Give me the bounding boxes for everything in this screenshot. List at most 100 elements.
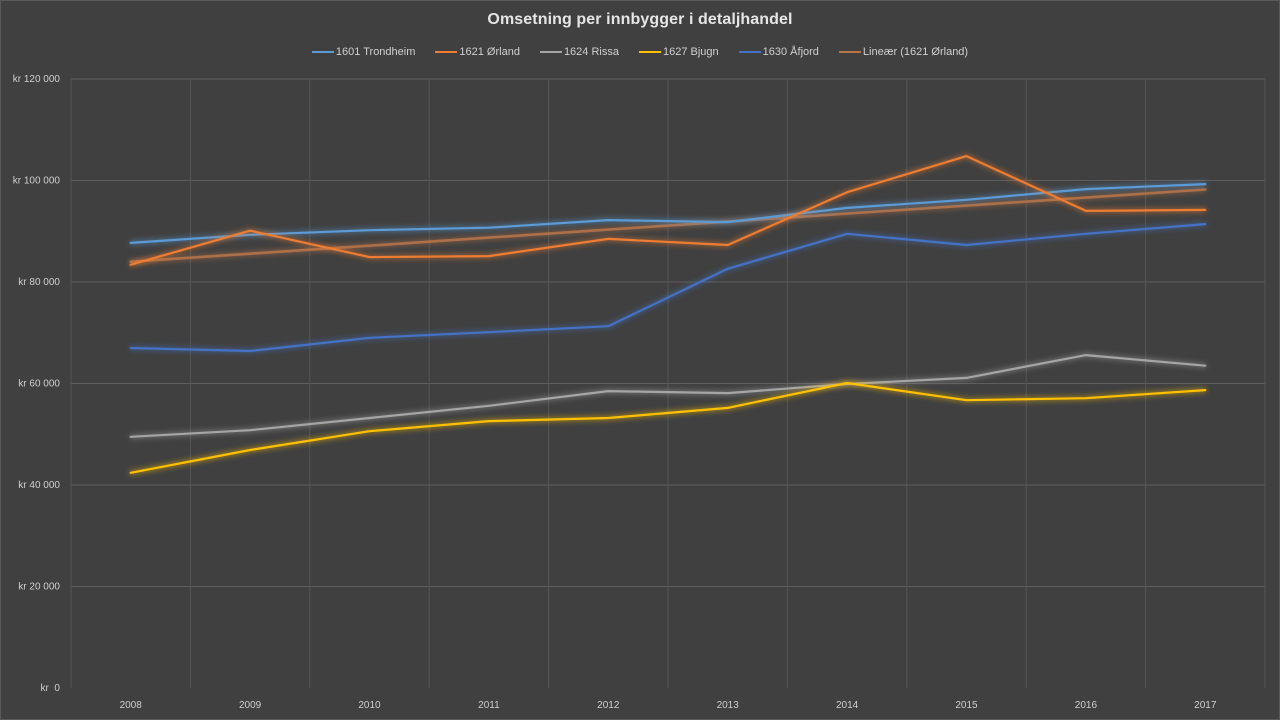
- series-line-1627-bjugn[interactable]: [129, 381, 1207, 474]
- data-point-line-r-1621-rland[interactable]: [844, 211, 850, 217]
- legend-item-rissa[interactable]: 1624 Rissa: [539, 46, 619, 58]
- y-tick-label: kr 120 000: [13, 74, 61, 85]
- series-line-1630-fjord[interactable]: [129, 223, 1207, 353]
- legend-item-bjugn[interactable]: 1627 Bjugn: [638, 46, 719, 58]
- data-point-1627-bjugn[interactable]: [486, 418, 492, 424]
- legend-item-orland[interactable]: 1621 Ørland: [435, 46, 520, 58]
- data-point-line-r-1621-rland[interactable]: [247, 251, 253, 257]
- y-tick-label: kr 20 000: [18, 582, 60, 593]
- legend-label-orland: 1621 Ørland: [459, 46, 520, 58]
- data-point-line-r-1621-rland[interactable]: [1083, 195, 1089, 201]
- data-point-1627-bjugn[interactable]: [1083, 395, 1089, 401]
- data-point-1624-rissa[interactable]: [605, 388, 611, 394]
- x-tick-label: 2008: [120, 700, 143, 711]
- data-point-1627-bjugn[interactable]: [367, 428, 373, 434]
- legend-swatch-bjugn: [638, 51, 661, 53]
- data-point-1601-trondheim[interactable]: [1202, 181, 1208, 187]
- data-point-1621-rland[interactable]: [844, 189, 850, 195]
- data-point-1624-rissa[interactable]: [486, 403, 492, 409]
- series-line-1601-trondheim[interactable]: [129, 183, 1207, 244]
- legend-item-afjord[interactable]: 1630 Åfjord: [738, 46, 819, 58]
- data-point-1601-trondheim[interactable]: [128, 240, 134, 246]
- data-point-1601-trondheim[interactable]: [486, 225, 492, 231]
- x-tick-label: 2012: [597, 700, 620, 711]
- data-point-1624-rissa[interactable]: [247, 427, 253, 433]
- data-point-1624-rissa[interactable]: [367, 415, 373, 421]
- legend-item-linear-orland[interactable]: Lineær (1621 Ørland): [838, 46, 969, 58]
- legend-swatch-rissa: [539, 51, 562, 53]
- data-point-line-r-1621-rland[interactable]: [367, 243, 373, 249]
- x-tick-label: 2011: [478, 700, 500, 711]
- data-point-1627-bjugn[interactable]: [725, 405, 731, 411]
- chart-title: Omsetning per innbygger i detaljhandel: [487, 11, 793, 28]
- data-point-1630-fjord[interactable]: [128, 345, 134, 351]
- y-tick-label: kr 40 000: [18, 480, 60, 491]
- series-line-line-r-1621-rland[interactable]: [129, 188, 1207, 264]
- x-tick-label: 2013: [717, 700, 740, 711]
- data-point-1621-rland[interactable]: [247, 228, 253, 234]
- series-lines: [128, 153, 1208, 476]
- x-tick-label: 2014: [836, 700, 859, 711]
- data-point-1627-bjugn[interactable]: [1202, 387, 1208, 393]
- series-line-1621-rland[interactable]: [129, 155, 1207, 266]
- data-point-line-r-1621-rland[interactable]: [964, 203, 970, 209]
- data-point-1601-trondheim[interactable]: [964, 197, 970, 203]
- data-point-1601-trondheim[interactable]: [605, 217, 611, 223]
- gridlines: [70, 78, 1266, 688]
- data-point-1621-rland[interactable]: [1083, 208, 1089, 214]
- legend-swatch-orland: [435, 51, 458, 53]
- data-point-1601-trondheim[interactable]: [725, 219, 731, 225]
- y-tick-label: kr 80 000: [18, 277, 60, 288]
- x-tick-label: 2010: [358, 700, 381, 711]
- data-point-1621-rland[interactable]: [367, 254, 373, 260]
- data-point-1630-fjord[interactable]: [1202, 221, 1208, 227]
- legend: 1601 Trondheim 1621 Ørland 1624 Rissa 16…: [0, 46, 1280, 58]
- data-point-1621-rland[interactable]: [1202, 207, 1208, 213]
- data-point-1621-rland[interactable]: [486, 253, 492, 259]
- data-point-1621-rland[interactable]: [128, 262, 134, 268]
- series-line-1624-rissa[interactable]: [129, 354, 1207, 438]
- data-point-1630-fjord[interactable]: [844, 231, 850, 237]
- legend-label-bjugn: 1627 Bjugn: [662, 46, 719, 58]
- y-tick-label: kr 0: [41, 683, 61, 694]
- data-point-1627-bjugn[interactable]: [844, 380, 850, 386]
- data-point-1627-bjugn[interactable]: [605, 415, 611, 421]
- y-tick-label: kr 100 000: [13, 176, 61, 187]
- x-tick-label: 2009: [239, 700, 262, 711]
- legend-swatch-linear-orland: [838, 51, 861, 53]
- data-point-1621-rland[interactable]: [725, 242, 731, 248]
- data-point-1630-fjord[interactable]: [486, 329, 492, 335]
- data-point-1624-rissa[interactable]: [725, 390, 731, 396]
- y-tick-label: kr 60 000: [18, 379, 60, 390]
- legend-label-linear-orland: Lineær (1621 Ørland): [862, 46, 969, 58]
- data-point-line-r-1621-rland[interactable]: [486, 235, 492, 241]
- legend-label-afjord: 1630 Åfjord: [762, 46, 819, 58]
- data-point-1624-rissa[interactable]: [1083, 352, 1089, 358]
- data-point-line-r-1621-rland[interactable]: [1202, 187, 1208, 193]
- data-point-1621-rland[interactable]: [964, 153, 970, 159]
- data-point-1621-rland[interactable]: [605, 236, 611, 242]
- x-axis: 2008 2009 2010 2011 2012 2013 2014 2015 2016 2017: [120, 700, 1217, 711]
- data-point-1630-fjord[interactable]: [605, 323, 611, 329]
- data-point-1601-trondheim[interactable]: [1083, 186, 1089, 192]
- data-point-1624-rissa[interactable]: [128, 434, 134, 440]
- data-point-1630-fjord[interactable]: [725, 266, 731, 272]
- data-point-1627-bjugn[interactable]: [247, 447, 253, 453]
- y-axis: kr 0 kr 20 000 kr 40 000 kr 60 000 kr 80 000…: [13, 74, 61, 694]
- data-point-1630-fjord[interactable]: [247, 348, 253, 354]
- legend-label-rissa: 1624 Rissa: [563, 46, 619, 58]
- data-point-1630-fjord[interactable]: [964, 242, 970, 248]
- x-tick-label: 2015: [955, 700, 978, 711]
- data-point-1630-fjord[interactable]: [1083, 231, 1089, 237]
- data-point-1601-trondheim[interactable]: [367, 227, 373, 233]
- data-point-1624-rissa[interactable]: [964, 375, 970, 381]
- legend-item-trondheim[interactable]: 1601 Trondheim: [311, 46, 416, 58]
- data-point-1630-fjord[interactable]: [367, 335, 373, 341]
- data-point-1627-bjugn[interactable]: [128, 470, 134, 476]
- data-point-1627-bjugn[interactable]: [964, 397, 970, 403]
- legend-label-trondheim: 1601 Trondheim: [335, 46, 416, 58]
- data-point-1601-trondheim[interactable]: [844, 205, 850, 211]
- data-point-1624-rissa[interactable]: [1202, 363, 1208, 369]
- data-point-line-r-1621-rland[interactable]: [605, 227, 611, 233]
